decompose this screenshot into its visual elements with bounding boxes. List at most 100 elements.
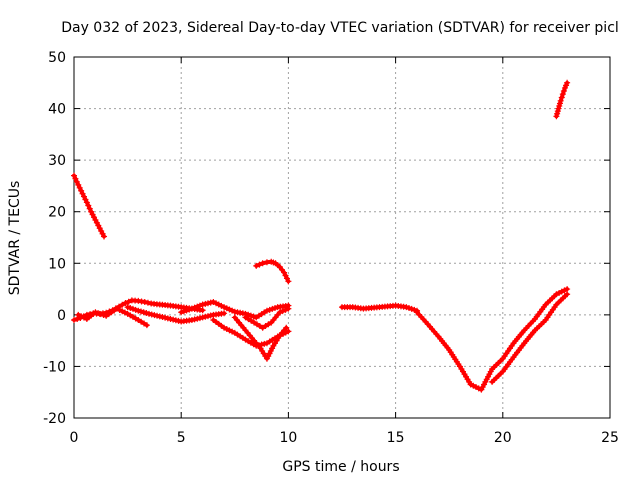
- series-track-near-zero-c: [124, 304, 228, 325]
- data-point: [170, 316, 177, 323]
- data-point: [75, 311, 82, 318]
- data-point: [121, 309, 128, 316]
- data-point: [202, 313, 209, 320]
- data-point: [253, 262, 260, 269]
- data-point: [135, 307, 142, 314]
- y-tick-label: 10: [48, 256, 66, 272]
- x-axis-label: GPS time / hours: [282, 459, 399, 475]
- data-point: [119, 301, 126, 308]
- data-point: [221, 310, 228, 317]
- data-point: [467, 381, 474, 388]
- data-point: [226, 306, 233, 313]
- series-track-hump: [253, 258, 292, 285]
- data-point: [167, 315, 174, 322]
- data-point: [223, 305, 230, 312]
- data-point: [191, 316, 198, 323]
- series-track-early-decline: [71, 172, 108, 240]
- data-point: [183, 307, 190, 314]
- data-point: [138, 308, 144, 315]
- data-point: [564, 286, 571, 293]
- data-point: [196, 302, 203, 309]
- data-point: [164, 315, 171, 322]
- data-point: [73, 178, 80, 185]
- data-point: [194, 315, 201, 322]
- y-tick-label: 30: [48, 153, 66, 169]
- data-point: [406, 305, 412, 312]
- data-point: [156, 313, 163, 320]
- data-point: [85, 202, 92, 209]
- data-point: [72, 175, 79, 182]
- data-point: [261, 340, 268, 347]
- series-track-afternoon-dip-b: [489, 291, 571, 385]
- data-point: [191, 304, 198, 311]
- data-point: [113, 305, 120, 312]
- data-point: [559, 91, 566, 98]
- series-track-mid-d: [242, 305, 292, 331]
- data-point: [210, 298, 217, 305]
- x-tick-label: 25: [601, 430, 619, 446]
- data-point: [205, 313, 211, 320]
- data-point: [144, 299, 151, 306]
- data-point: [119, 308, 126, 315]
- data-point: [86, 205, 93, 212]
- data-point: [250, 313, 257, 320]
- data-point: [92, 309, 99, 316]
- data-point: [188, 305, 195, 312]
- data-point: [180, 308, 187, 315]
- data-point: [140, 309, 147, 316]
- data-point: [143, 322, 150, 329]
- data-point: [223, 326, 230, 333]
- data-point: [215, 301, 222, 308]
- data-point: [557, 97, 564, 104]
- data-point: [205, 300, 211, 307]
- data-point: [162, 314, 169, 321]
- data-point: [256, 261, 263, 268]
- axis-ticks: 0 5 10 15 20 25 -20 -10 0 10 20 30 40 50: [43, 50, 619, 446]
- data-point: [101, 233, 108, 240]
- data-point: [247, 312, 254, 319]
- data-point: [285, 278, 292, 285]
- data-point: [279, 308, 286, 315]
- data-point: [272, 305, 278, 312]
- y-tick-label: -20: [43, 411, 66, 427]
- data-point: [122, 299, 129, 306]
- data-point: [159, 314, 166, 321]
- data-point: [199, 301, 206, 308]
- data-point: [558, 288, 565, 295]
- data-point: [199, 314, 206, 321]
- data-point: [229, 328, 236, 335]
- data-point: [560, 88, 567, 95]
- data-point: [403, 304, 410, 311]
- data-point: [475, 385, 482, 392]
- x-tick-label: 15: [387, 430, 405, 446]
- data-point: [116, 306, 123, 313]
- series-track-late-rise: [553, 79, 571, 120]
- plot-frame: [73, 56, 611, 419]
- x-tick-label: 5: [177, 430, 186, 446]
- data-point: [266, 306, 273, 313]
- data-point: [175, 317, 182, 324]
- data-point: [95, 310, 102, 317]
- data-point: [207, 299, 214, 306]
- y-tick-label: 50: [48, 50, 66, 66]
- data-point: [127, 305, 134, 312]
- data-point: [125, 298, 132, 305]
- data-point: [154, 312, 161, 319]
- data-point: [259, 260, 266, 267]
- data-point: [196, 315, 203, 322]
- data-point: [473, 384, 479, 391]
- x-tick-label: 0: [70, 430, 79, 446]
- gridlines: [74, 57, 610, 418]
- series-track-mid-a: [178, 298, 292, 321]
- data-point: [124, 304, 131, 311]
- data-point: [132, 306, 139, 313]
- data-point: [558, 94, 565, 101]
- data-point: [146, 310, 153, 317]
- data-point: [408, 305, 415, 312]
- data-point: [188, 317, 195, 324]
- y-tick-label: -10: [43, 359, 66, 375]
- data-point: [276, 309, 283, 316]
- data-point: [285, 328, 292, 335]
- data-point: [71, 317, 77, 324]
